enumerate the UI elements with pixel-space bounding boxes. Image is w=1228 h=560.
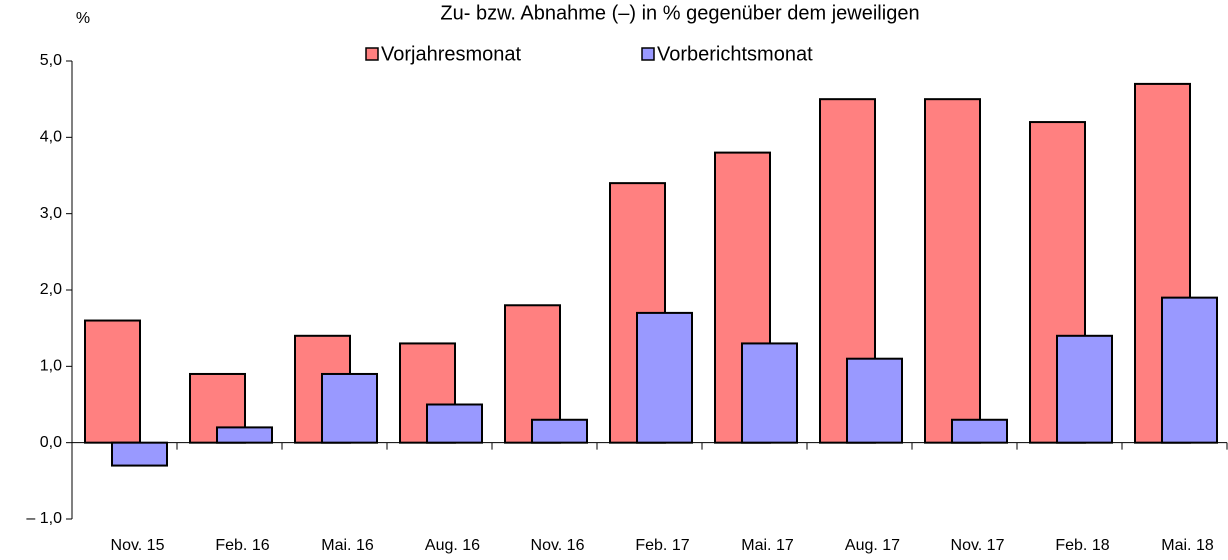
- y-tick-label: 1,0: [40, 358, 62, 375]
- bar: [321, 372, 378, 444]
- x-tick-label: Mai. 16: [321, 537, 374, 554]
- y-tick-label: 4,0: [40, 129, 62, 146]
- bar: [84, 319, 141, 444]
- x-tick-label: Nov. 16: [531, 537, 585, 554]
- x-tick-label: Aug. 16: [425, 537, 480, 554]
- y-tick-label: 3,0: [40, 205, 62, 222]
- y-tick-label: 0,0: [40, 434, 62, 451]
- x-tick-label: Feb. 17: [635, 537, 689, 554]
- bar: [111, 441, 168, 467]
- x-tick-label: Nov. 15: [111, 537, 165, 554]
- bar: [426, 403, 483, 444]
- x-tick-label: Nov. 17: [951, 537, 1005, 554]
- x-tick-label: Feb. 16: [215, 537, 269, 554]
- chart-title: Zu- bzw. Abnahme (–) in % gegenüber dem …: [440, 2, 919, 24]
- bar: [951, 418, 1008, 444]
- x-tick-label: Aug. 17: [845, 537, 900, 554]
- y-tick-label: 5,0: [40, 52, 62, 69]
- bar: [531, 418, 588, 444]
- y-unit: %: [76, 10, 90, 27]
- bar: [1056, 334, 1113, 444]
- bar: [924, 98, 981, 444]
- x-tick-label: Mai. 17: [741, 537, 794, 554]
- x-tick-label: Mai. 18: [1161, 537, 1214, 554]
- bar: [216, 426, 273, 444]
- bar: [636, 311, 693, 444]
- legend-text: Vorberichtsmonat: [657, 43, 813, 65]
- bar: [846, 357, 903, 444]
- x-tick-label: Feb. 18: [1055, 537, 1109, 554]
- legend-swatch: [641, 47, 655, 61]
- legend-swatch: [365, 47, 379, 61]
- y-tick-label: 2,0: [40, 281, 62, 298]
- legend-text: Vorjahresmonat: [381, 43, 522, 65]
- y-tick-label: – 1,0: [26, 510, 62, 527]
- bar: [741, 342, 798, 444]
- bar: [1161, 296, 1218, 444]
